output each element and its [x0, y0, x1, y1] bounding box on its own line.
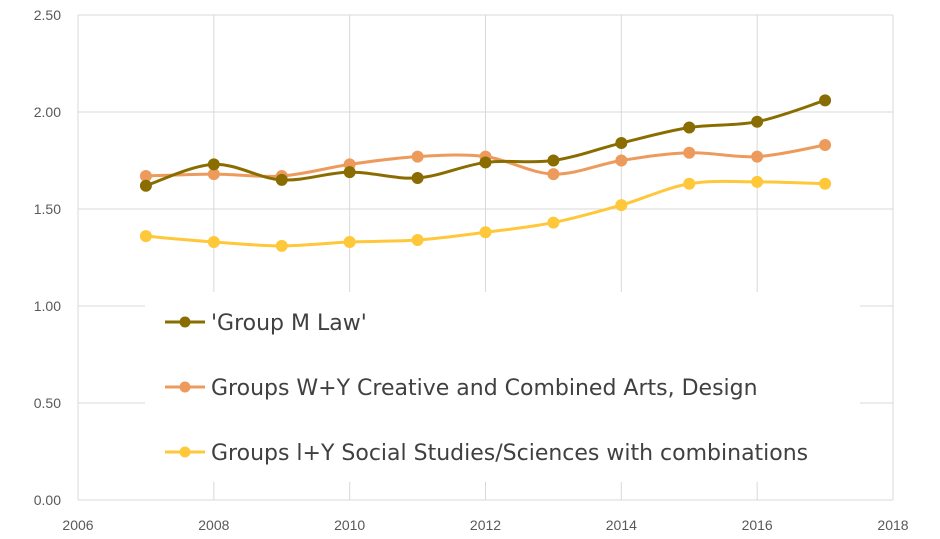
data-point — [751, 150, 764, 163]
y-tick-label: 2.00 — [34, 104, 61, 120]
data-point — [139, 179, 152, 192]
data-point — [751, 115, 764, 128]
data-point — [479, 156, 492, 169]
data-point — [547, 216, 560, 229]
series-lines — [139, 94, 832, 252]
y-tick-label: 2.50 — [34, 7, 61, 23]
data-point — [547, 154, 560, 167]
data-point — [411, 171, 424, 184]
data-point — [819, 177, 832, 190]
data-point — [615, 199, 628, 212]
x-tick-label: 2012 — [470, 517, 501, 533]
data-point — [139, 230, 152, 243]
data-point — [615, 154, 628, 167]
legend-label: 'Group M Law' — [211, 311, 367, 336]
legend-label: Groups l+Y Social Studies/Sciences with … — [211, 441, 808, 466]
legend-box — [145, 292, 860, 482]
data-point — [411, 150, 424, 163]
y-tick-label: 0.00 — [34, 492, 61, 508]
data-point — [615, 137, 628, 150]
x-tick-label: 2008 — [198, 517, 229, 533]
data-point — [343, 166, 356, 179]
x-tick-label: 2010 — [334, 517, 365, 533]
data-point — [819, 138, 832, 151]
x-tick-label: 2006 — [62, 517, 93, 533]
data-point — [479, 226, 492, 239]
data-point — [275, 173, 288, 186]
axes: 0.00 0.50 1.00 1.50 2.00 2.50 2006 2008 2010 2012… — [34, 7, 909, 533]
x-tick-label: 2018 — [877, 517, 908, 533]
legend: 'Group M Law' Groups W+Y Creative and Com… — [145, 292, 860, 482]
y-tick-label: 1.00 — [34, 298, 61, 314]
x-tick-label: 2016 — [742, 517, 773, 533]
data-point — [819, 94, 832, 107]
data-point — [683, 177, 696, 190]
data-point — [411, 234, 424, 247]
data-point — [343, 235, 356, 248]
legend-swatch-marker — [179, 381, 191, 393]
data-point — [207, 158, 220, 171]
y-tick-label: 0.50 — [34, 395, 61, 411]
data-point — [547, 168, 560, 181]
legend-swatch-marker — [179, 316, 191, 328]
data-point — [275, 239, 288, 252]
legend-swatch-marker — [179, 446, 191, 458]
y-tick-label: 1.50 — [34, 201, 61, 217]
x-tick-label: 2014 — [606, 517, 637, 533]
data-point — [683, 146, 696, 159]
data-point — [751, 175, 764, 188]
data-point — [207, 235, 220, 248]
legend-label: Groups W+Y Creative and Combined Arts, D… — [211, 376, 758, 401]
data-point — [683, 121, 696, 134]
